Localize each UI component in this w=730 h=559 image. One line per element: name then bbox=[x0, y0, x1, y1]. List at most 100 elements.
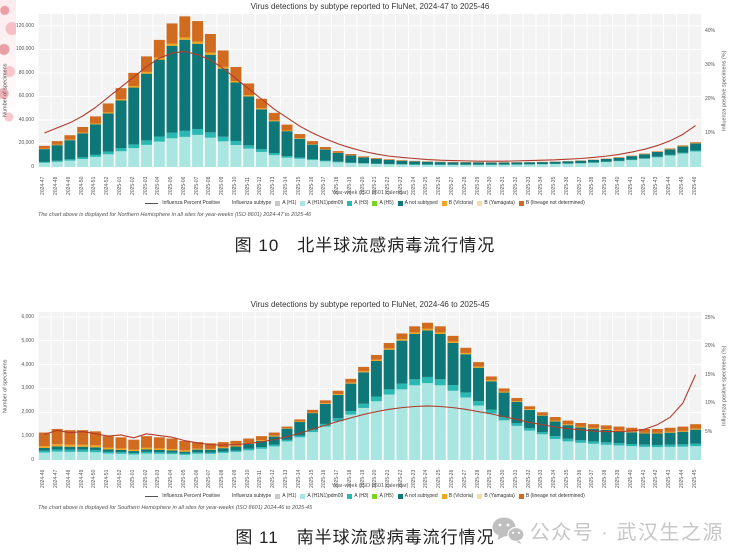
bar-2025-44 bbox=[664, 148, 676, 167]
bar-segment bbox=[651, 432, 663, 434]
percent-positive-line bbox=[44, 50, 696, 162]
bar-segment bbox=[562, 163, 574, 167]
bar-segment bbox=[307, 409, 319, 413]
bar-segment bbox=[255, 440, 267, 448]
bar-segment bbox=[281, 156, 293, 158]
bar-segment bbox=[498, 420, 510, 460]
bar-segment bbox=[332, 421, 344, 460]
legend-item: B (Yamagata) bbox=[477, 493, 515, 499]
y-tick-label-left: 20,000 bbox=[18, 140, 34, 147]
bar-segment bbox=[677, 431, 689, 445]
bar-segment bbox=[192, 21, 204, 42]
bar-segment bbox=[281, 428, 293, 440]
bar-segment bbox=[243, 443, 255, 449]
bar-segment bbox=[434, 332, 446, 334]
bar-segment bbox=[38, 452, 50, 460]
bar-segment bbox=[166, 138, 178, 167]
bar-segment bbox=[524, 409, 536, 429]
bar-segment bbox=[64, 159, 76, 161]
bar-segment bbox=[128, 86, 140, 88]
bar-segment bbox=[511, 164, 523, 167]
bar-segment bbox=[358, 403, 370, 408]
bar-segment bbox=[332, 152, 344, 162]
bar-segment bbox=[664, 155, 676, 167]
bar-segment bbox=[358, 163, 370, 167]
y-tick-label-left: 2,000 bbox=[21, 409, 34, 416]
bar-segment bbox=[613, 161, 625, 167]
bar-2025-12 bbox=[255, 98, 267, 167]
bar-2025-09 bbox=[217, 50, 229, 167]
legend-item: B (lineage not determined) bbox=[518, 200, 585, 206]
legend-item-label: B (lineage not determined) bbox=[525, 200, 585, 206]
bar-segment bbox=[281, 441, 293, 460]
bar-segment bbox=[690, 143, 702, 151]
plot-area bbox=[38, 14, 702, 167]
bar-segment bbox=[396, 339, 408, 341]
bar-segment bbox=[217, 68, 229, 137]
bar-segment bbox=[460, 354, 472, 393]
bar-segment bbox=[319, 146, 331, 150]
bar-segment bbox=[294, 437, 306, 460]
bar-segment bbox=[677, 153, 689, 167]
bar-2025-35 bbox=[549, 161, 561, 167]
bar-segment bbox=[664, 427, 676, 432]
bar-segment bbox=[370, 396, 382, 402]
bar-2025-02 bbox=[141, 436, 153, 460]
bar-segment bbox=[179, 130, 191, 137]
bar-2025-03 bbox=[153, 437, 165, 460]
bar-segment bbox=[473, 405, 485, 460]
bar-segment bbox=[358, 157, 370, 164]
bar-segment bbox=[51, 444, 63, 447]
bar-2025-22 bbox=[383, 159, 395, 167]
bar-segment bbox=[434, 385, 446, 460]
bar-segment bbox=[536, 415, 548, 433]
bar-segment bbox=[307, 160, 319, 167]
bar-segment bbox=[77, 444, 89, 447]
bar-segment bbox=[677, 430, 689, 432]
bar-segment bbox=[77, 451, 89, 460]
bar-segment bbox=[153, 136, 165, 142]
bar-segment bbox=[358, 156, 370, 158]
chart-footnote: The chart above is displayed for Norther… bbox=[38, 212, 312, 218]
legend-item: A (H3) bbox=[347, 200, 368, 206]
bar-segment bbox=[677, 426, 689, 431]
bar-segment bbox=[473, 366, 485, 368]
bar-2025-45 bbox=[677, 145, 689, 167]
bar-segment bbox=[319, 403, 331, 404]
bar-segment bbox=[89, 452, 101, 460]
bar-segment bbox=[677, 145, 689, 147]
bar-segment bbox=[383, 343, 395, 349]
y-tick-label-left: 1,000 bbox=[21, 433, 34, 440]
bar-segment bbox=[179, 453, 191, 455]
bar-segment bbox=[77, 157, 89, 159]
bar-segment bbox=[51, 141, 63, 145]
bar-segment bbox=[243, 95, 255, 97]
bar-segment bbox=[358, 372, 370, 404]
bar-segment bbox=[51, 160, 63, 162]
bar-segment bbox=[255, 436, 267, 441]
bar-segment bbox=[89, 450, 101, 453]
bar-segment bbox=[192, 449, 204, 453]
bar-segment bbox=[383, 389, 395, 395]
bar-segment bbox=[690, 424, 702, 429]
bar-2024-52 bbox=[115, 437, 127, 460]
bar-2025-39 bbox=[600, 158, 612, 167]
y-tick-label-left: 4,000 bbox=[21, 361, 34, 368]
bar-segment bbox=[473, 162, 485, 165]
bar-2025-27 bbox=[460, 347, 472, 460]
bar-segment bbox=[141, 140, 153, 145]
bar-segment bbox=[524, 164, 536, 167]
bar-2025-18 bbox=[345, 378, 357, 460]
bar-segment bbox=[587, 428, 599, 442]
bar-segment bbox=[230, 66, 242, 81]
bar-segment bbox=[89, 154, 101, 157]
bar-segment bbox=[370, 163, 382, 167]
y-tick-label-right: 20% bbox=[705, 343, 716, 350]
bar-segment bbox=[498, 392, 510, 418]
bar-segment bbox=[639, 444, 651, 447]
bar-segment bbox=[332, 418, 344, 422]
bar-segment bbox=[319, 161, 331, 167]
bar-segment bbox=[536, 415, 548, 416]
bar-2025-13 bbox=[268, 112, 280, 167]
bar-segment bbox=[141, 447, 153, 450]
